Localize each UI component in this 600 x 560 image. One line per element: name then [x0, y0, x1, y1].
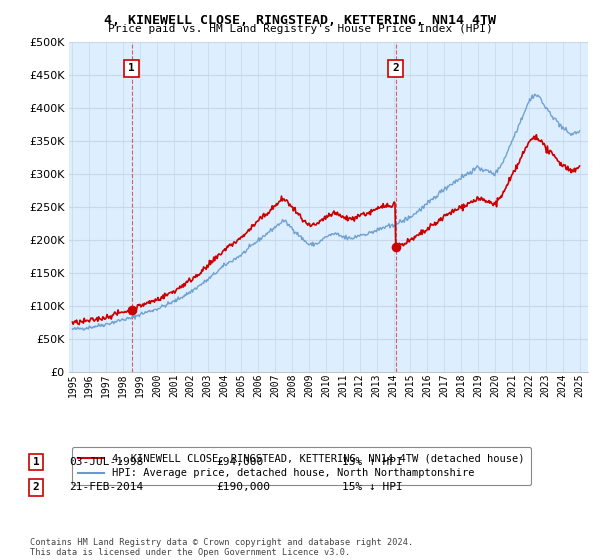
Text: £94,000: £94,000	[216, 457, 263, 467]
Text: Contains HM Land Registry data © Crown copyright and database right 2024.
This d: Contains HM Land Registry data © Crown c…	[30, 538, 413, 557]
Legend: 4, KINEWELL CLOSE, RINGSTEAD, KETTERING, NN14 4TW (detached house), HPI: Average: 4, KINEWELL CLOSE, RINGSTEAD, KETTERING,…	[71, 447, 531, 485]
Text: Price paid vs. HM Land Registry's House Price Index (HPI): Price paid vs. HM Land Registry's House …	[107, 24, 493, 34]
Text: 03-JUL-1998: 03-JUL-1998	[69, 457, 143, 467]
Text: 2: 2	[392, 63, 399, 73]
Text: 21-FEB-2014: 21-FEB-2014	[69, 482, 143, 492]
Text: 15% ↓ HPI: 15% ↓ HPI	[342, 482, 403, 492]
Text: 13% ↑ HPI: 13% ↑ HPI	[342, 457, 403, 467]
Text: 4, KINEWELL CLOSE, RINGSTEAD, KETTERING, NN14 4TW: 4, KINEWELL CLOSE, RINGSTEAD, KETTERING,…	[104, 14, 496, 27]
Text: £190,000: £190,000	[216, 482, 270, 492]
Text: 1: 1	[32, 457, 40, 467]
Text: 1: 1	[128, 63, 135, 73]
Text: 2: 2	[32, 482, 40, 492]
